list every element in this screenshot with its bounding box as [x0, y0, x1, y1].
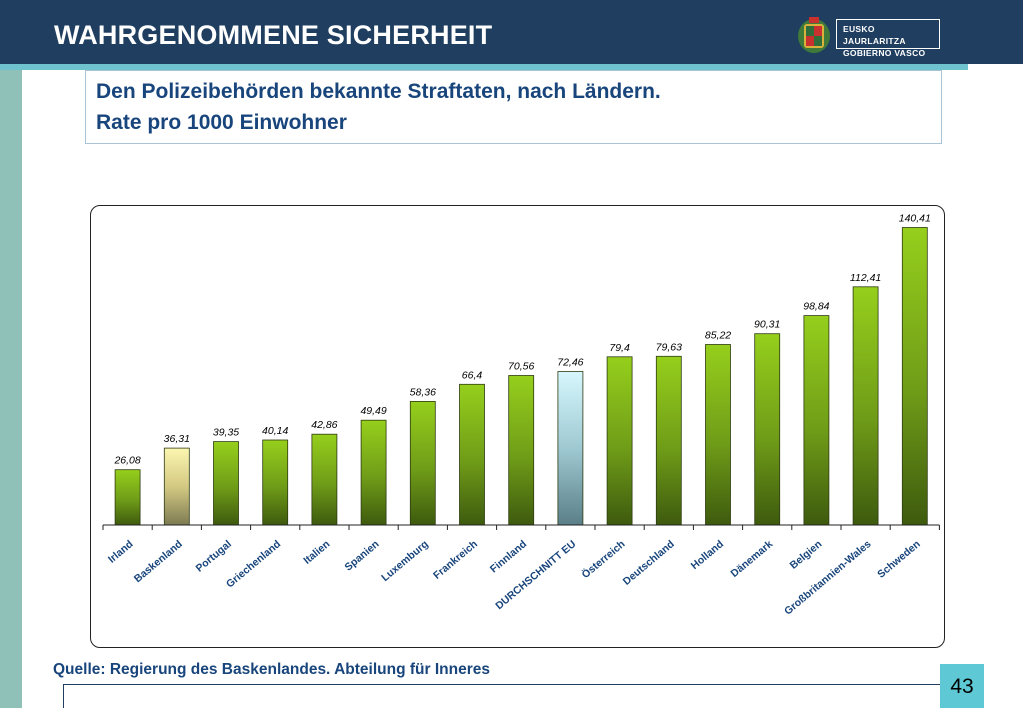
data-label-4: 42,86 [311, 419, 337, 431]
bar-9 [557, 371, 584, 526]
bar-0 [114, 469, 141, 526]
data-label-8: 70,56 [508, 361, 534, 373]
data-label-5: 49,49 [360, 405, 386, 417]
data-label-0: 26,08 [113, 455, 140, 467]
data-label-12: 85,22 [705, 330, 731, 342]
data-label-3: 40,14 [262, 425, 288, 437]
x-tick-label-6: Luxemburg [379, 538, 431, 584]
logo-text: EUSKO JAURLARITZA GOBIERNO VASCO [836, 19, 940, 58]
logo-line-1: EUSKO JAURLARITZA [843, 24, 906, 46]
footer-divider [63, 684, 940, 685]
coat-of-arms-icon [798, 17, 830, 53]
x-tick-label-13: Dänemark [729, 538, 776, 580]
chart-frame: 26,08 Irland 36,31 Baskenland 39,35 Portugal 4… [90, 205, 945, 648]
bar-6 [409, 400, 436, 526]
data-label-14: 98,84 [803, 301, 829, 313]
data-label-11: 79,63 [656, 341, 682, 353]
logo-line-2: GOBIERNO VASCO [843, 48, 926, 58]
bar-14 [803, 315, 830, 526]
bar-1 [163, 447, 190, 526]
bar-4 [311, 433, 338, 526]
x-tick-label-5: Spanien [343, 538, 382, 573]
data-label-2: 39,35 [213, 427, 239, 439]
x-tick-label-10: Österreich [579, 537, 628, 581]
x-tick-label-16: Schweden [875, 538, 922, 581]
subtitle-box: Den Polizeibehörden bekannte Straftaten,… [85, 70, 942, 144]
x-tick-label-14: Belgien [788, 538, 825, 572]
x-tick-label-11: Deutschland [621, 538, 677, 588]
side-bar [0, 70, 22, 708]
bar-7 [459, 383, 485, 526]
footer-divider-vertical [63, 684, 64, 708]
x-tick-label-15: Großbritannien-Wales [782, 538, 874, 618]
government-logo: EUSKO JAURLARITZA GOBIERNO VASCO [796, 15, 946, 58]
x-tick-label-3: Griechenland [224, 538, 283, 590]
x-tick-label-2: Portugal [194, 538, 234, 575]
x-tick-label-8: Finnland [488, 538, 529, 575]
bar-10 [606, 356, 633, 526]
bar-8 [508, 375, 535, 526]
data-label-6: 58,36 [410, 386, 436, 398]
source-note: Quelle: Regierung des Baskenlandes. Abte… [53, 661, 490, 678]
page-number: 43 [940, 664, 984, 708]
data-label-1: 36,31 [164, 433, 190, 445]
data-label-10: 79,4 [609, 342, 630, 354]
bar-16 [901, 227, 928, 526]
x-tick-label-9: DURCHSCHNITT EU [493, 538, 578, 612]
bar-13 [754, 333, 781, 526]
subtitle-line-1: Den Polizeibehörden bekannte Straftaten,… [96, 80, 661, 103]
data-label-15: 112,41 [850, 272, 881, 284]
data-label-7: 66,4 [462, 369, 483, 381]
x-tick-label-1: Baskenland [132, 538, 185, 585]
bar-5 [360, 419, 387, 526]
data-label-16: 140,41 [899, 213, 931, 225]
x-tick-label-4: Italien [301, 538, 332, 567]
bar-3 [262, 439, 289, 526]
page-title: WAHRGENOMMENE SICHERHEIT [54, 20, 493, 50]
bar-chart: 26,08 Irland 36,31 Baskenland 39,35 Portugal 4… [102, 213, 940, 618]
x-tick-label-7: Frankreich [431, 538, 480, 582]
subtitle-line-2: Rate pro 1000 Einwohner [96, 111, 347, 134]
bar-11 [655, 355, 682, 526]
header-accent-stripe [0, 64, 968, 70]
bar-12 [705, 344, 731, 526]
bar-15 [852, 286, 879, 526]
bar-2 [213, 441, 239, 526]
x-tick-label-12: Holland [689, 538, 726, 572]
header-bar: WAHRGENOMMENE SICHERHEIT EUSKO JAURLARIT… [0, 0, 1023, 64]
data-label-13: 90,31 [754, 319, 780, 331]
data-label-9: 72,46 [557, 357, 583, 369]
x-tick-label-0: Irland [106, 538, 136, 566]
